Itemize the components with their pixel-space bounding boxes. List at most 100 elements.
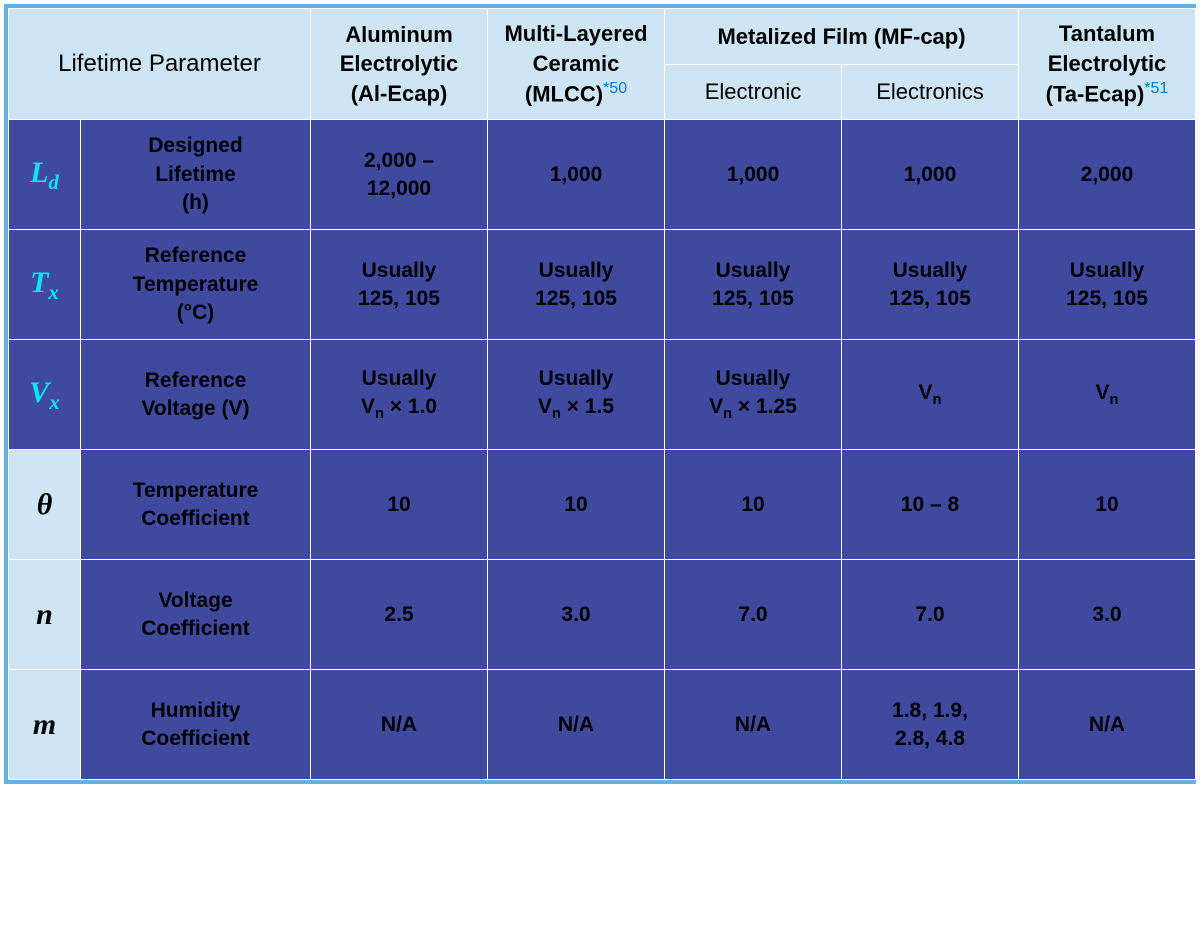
desc-temperature-coefficient: Temperature Coefficient: [81, 450, 311, 560]
tx-mf1: Usually 125, 105: [665, 230, 842, 340]
row-humidity-coefficient: m Humidity Coefficient N/A N/A N/A 1.8, …: [9, 670, 1196, 780]
n-mf1: 7.0: [665, 560, 842, 670]
m-mf1: N/A: [665, 670, 842, 780]
m-mf2-l1: 1.8, 1.9,: [892, 699, 968, 722]
n-ta: 3.0: [1019, 560, 1196, 670]
m-ta: N/A: [1019, 670, 1196, 780]
tx-mf2: Usually 125, 105: [842, 230, 1019, 340]
tx-mlcc: Usually 125, 105: [488, 230, 665, 340]
symbol-tx: Tx: [9, 230, 81, 340]
symbol-ld: Ld: [9, 120, 81, 230]
desc-humidity-coefficient: Humidity Coefficient: [81, 670, 311, 780]
vx-al-vn: n: [375, 406, 384, 422]
tx-ta-l2: 125, 105: [1066, 287, 1148, 310]
ld-al-l1: 2,000 –: [364, 149, 434, 172]
symbol-tx-sub: x: [48, 280, 59, 304]
header-tantalum-sup: *51: [1144, 80, 1168, 97]
desc-theta-l2: Coefficient: [141, 507, 250, 530]
tx-al-l1: Usually: [362, 259, 437, 282]
tx-mf2-l1: Usually: [893, 259, 968, 282]
vx-mf2: Vn: [842, 340, 1019, 450]
header-lifetime-parameter: Lifetime Parameter: [9, 9, 311, 120]
header-mlcc: Multi-Layered Ceramic (MLCC)*50: [488, 9, 665, 120]
row-designed-lifetime: Ld Designed Lifetime (h) 2,000 – 12,000 …: [9, 120, 1196, 230]
desc-tx-l1: Reference: [145, 244, 247, 267]
row-reference-voltage: Vx Reference Voltage (V) Usually Vn × 1.…: [9, 340, 1196, 450]
vx-mlcc: Usually Vn × 1.5: [488, 340, 665, 450]
vx-mf1-v: V: [709, 395, 723, 418]
desc-ld-l3: (h): [182, 191, 209, 214]
desc-m-l2: Coefficient: [141, 727, 250, 750]
vx-al-l1: Usually: [362, 367, 437, 390]
symbol-m: m: [9, 670, 81, 780]
desc-vx-l1: Reference: [145, 369, 247, 392]
tx-mf1-l2: 125, 105: [712, 287, 794, 310]
m-mf2-l2: 2.8, 4.8: [895, 727, 965, 750]
tx-mf2-l2: 125, 105: [889, 287, 971, 310]
ld-mf1: 1,000: [665, 120, 842, 230]
tx-mf1-l1: Usually: [716, 259, 791, 282]
header-mf-electronic: Electronic: [665, 64, 842, 120]
symbol-theta: θ: [9, 450, 81, 560]
capacitor-lifetime-table-container: Lifetime Parameter Aluminum Electrolytic…: [4, 4, 1196, 784]
symbol-vx-sub: x: [49, 390, 60, 414]
theta-al: 10: [311, 450, 488, 560]
row-voltage-coefficient: n Voltage Coefficient 2.5 3.0 7.0 7.0 3.…: [9, 560, 1196, 670]
desc-vx-l2: Voltage (V): [141, 397, 249, 420]
vx-mf2-vn: n: [933, 392, 942, 408]
header-aluminum-electrolytic: Aluminum Electrolytic (Al-Ecap): [311, 9, 488, 120]
theta-ta: 10: [1019, 450, 1196, 560]
ld-al: 2,000 – 12,000: [311, 120, 488, 230]
symbol-vx-main: V: [29, 376, 49, 409]
tx-ta-l1: Usually: [1070, 259, 1145, 282]
vx-mf2-v: V: [919, 381, 933, 404]
m-mlcc: N/A: [488, 670, 665, 780]
capacitor-lifetime-table: Lifetime Parameter Aluminum Electrolytic…: [8, 8, 1196, 780]
vx-ta: Vn: [1019, 340, 1196, 450]
vx-mf1-vn: n: [723, 406, 732, 422]
symbol-ld-main: L: [30, 156, 48, 189]
vx-mf1: Usually Vn × 1.25: [665, 340, 842, 450]
row-reference-temperature: Tx Reference Temperature (°C) Usually 12…: [9, 230, 1196, 340]
symbol-n: n: [9, 560, 81, 670]
symbol-vx: Vx: [9, 340, 81, 450]
desc-ld-l1: Designed: [148, 134, 243, 157]
vx-mlcc-tail: × 1.5: [561, 395, 614, 418]
desc-voltage-coefficient: Voltage Coefficient: [81, 560, 311, 670]
symbol-tx-main: T: [30, 266, 48, 299]
vx-mf1-tail: × 1.25: [732, 395, 797, 418]
m-mcomplaint2: 1.8, 1.9, 2.8, 4.8: [842, 670, 1019, 780]
m-al: N/A: [311, 670, 488, 780]
desc-ld-l2: Lifetime: [155, 163, 236, 186]
tx-mlcc-l2: 125, 105: [535, 287, 617, 310]
ld-mlcc: 1,000: [488, 120, 665, 230]
symbol-ld-sub: d: [48, 170, 59, 194]
theta-mf2: 10 – 8: [842, 450, 1019, 560]
header-tantalum: Tantalum Electrolytic (Ta-Ecap)*51: [1019, 9, 1196, 120]
vx-al-tail: × 1.0: [384, 395, 437, 418]
desc-m-l1: Humidity: [151, 699, 241, 722]
ld-al-l2: 12,000: [367, 177, 431, 200]
desc-reference-voltage: Reference Voltage (V): [81, 340, 311, 450]
vx-al: Usually Vn × 1.0: [311, 340, 488, 450]
header-mf-electronics: Electronics: [842, 64, 1019, 120]
desc-designed-lifetime: Designed Lifetime (h): [81, 120, 311, 230]
desc-theta-l1: Temperature: [133, 479, 259, 502]
vx-al-v: V: [361, 395, 375, 418]
vx-ta-vn: n: [1110, 392, 1119, 408]
ld-mf2: 1,000: [842, 120, 1019, 230]
n-mf2: 7.0: [842, 560, 1019, 670]
ld-ta: 2,000: [1019, 120, 1196, 230]
desc-tx-l2: Temperature: [133, 273, 259, 296]
tx-al-l2: 125, 105: [358, 287, 440, 310]
desc-n-l2: Coefficient: [141, 617, 250, 640]
desc-reference-temperature: Reference Temperature (°C): [81, 230, 311, 340]
tx-ta: Usually 125, 105: [1019, 230, 1196, 340]
theta-mf1: 10: [665, 450, 842, 560]
desc-tx-l3: (°C): [177, 301, 215, 324]
row-temperature-coefficient: θ Temperature Coefficient 10 10 10 10 – …: [9, 450, 1196, 560]
header-mlcc-sup: *50: [603, 80, 627, 97]
n-al: 2.5: [311, 560, 488, 670]
header-metalized-film: Metalized Film (MF-cap): [665, 9, 1019, 65]
vx-ta-v: V: [1096, 381, 1110, 404]
